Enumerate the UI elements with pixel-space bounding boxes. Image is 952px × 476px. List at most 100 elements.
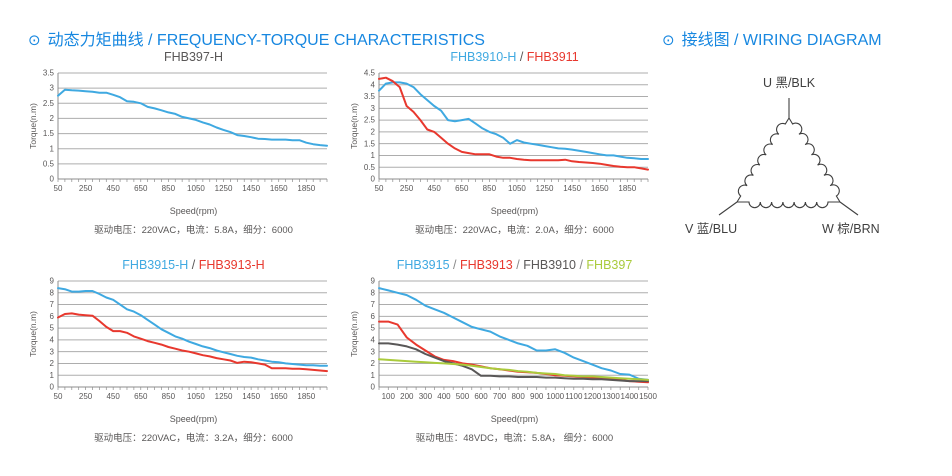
- svg-text:0.5: 0.5: [43, 159, 55, 168]
- wiring-diagram: U 黑/BLK V 蓝/BLU W 棕/BRN: [665, 68, 952, 263]
- terminal-u-label: U 黑/BLK: [762, 76, 816, 90]
- svg-text:8: 8: [50, 288, 55, 297]
- x-tick-labels: 50 250 450 650 850 1050 1250 1450 1650 1850: [54, 184, 316, 193]
- svg-text:2: 2: [50, 114, 55, 123]
- frequency-torque-section-header: ⊙ 动态力矩曲线 / FREQUENCY-TORQUE CHARACTERISTI…: [28, 26, 485, 50]
- svg-text:1450: 1450: [242, 184, 260, 193]
- drive-conditions: 驱动电压：220VAC，电流：3.2A，细分：6000: [94, 433, 293, 444]
- svg-text:1100: 1100: [565, 392, 583, 401]
- chart-fhb397-h: FHB397-H 0 0.5 1 1.5 2 2.5 3 3.5 50 250 450 650 850 1…: [28, 50, 333, 236]
- svg-text:0.5: 0.5: [364, 163, 376, 172]
- chart-title: FHB3910-H / FHB3911: [349, 50, 654, 67]
- drive-conditions: 驱动电压：48VDC，电流：5.8A， 细分：6000: [415, 433, 614, 444]
- svg-text:850: 850: [162, 184, 176, 193]
- svg-text:3.5: 3.5: [364, 92, 376, 101]
- terminal-w-label: W 棕/BRN: [822, 222, 880, 236]
- svg-text:650: 650: [134, 184, 148, 193]
- svg-text:6: 6: [50, 312, 55, 321]
- svg-text:0: 0: [50, 383, 55, 392]
- drive-conditions: 驱动电压：220VAC，电流：2.0A，细分：6000: [415, 225, 614, 236]
- svg-text:650: 650: [455, 184, 469, 193]
- drive-conditions: 驱动电压：220VAC，电流：5.8A，细分：6000: [94, 225, 293, 236]
- axes: [57, 281, 327, 388]
- terminal-v-label: V 蓝/BLU: [685, 222, 738, 236]
- svg-text:500: 500: [456, 392, 470, 401]
- svg-text:1: 1: [371, 371, 376, 380]
- svg-text:1250: 1250: [215, 392, 233, 401]
- svg-text:600: 600: [474, 392, 488, 401]
- svg-text:2.5: 2.5: [43, 99, 55, 108]
- svg-text:1050: 1050: [187, 184, 205, 193]
- svg-text:1450: 1450: [563, 184, 581, 193]
- section-bullet-icon: ⊙: [662, 32, 675, 49]
- chart-title-part: FHB3910-H: [450, 50, 517, 64]
- y-tick-labels: 0 1 2 3 4 5 6 7 8 9: [50, 277, 55, 392]
- svg-text:50: 50: [54, 184, 63, 193]
- x-tick-labels: 100 200 300 400 500 600 700 800 900 1000 1100 1200 1…: [382, 392, 658, 401]
- svg-text:2: 2: [371, 359, 376, 368]
- axes: [57, 73, 327, 180]
- series-line-FHB397: [378, 358, 649, 381]
- chart-title-part: FHB3913: [459, 258, 513, 272]
- svg-text:850: 850: [162, 392, 176, 401]
- delta-winding-drawing: [718, 98, 859, 216]
- x-axis-title: Speed(rpm): [169, 206, 218, 216]
- svg-text:50: 50: [375, 184, 384, 193]
- y-tick-labels: 0 1 2 3 4 5 6 7 8 9: [371, 277, 376, 392]
- svg-text:250: 250: [400, 184, 414, 193]
- x-axis-title: Speed(rpm): [490, 414, 539, 424]
- svg-text:1050: 1050: [187, 392, 205, 401]
- svg-text:1450: 1450: [242, 392, 260, 401]
- y-tick-labels: 0 0.5 1 1.5 2 2.5 3 3.5: [43, 69, 55, 184]
- winding-v-u: [736, 117, 790, 203]
- x-axis-title: Speed(rpm): [490, 206, 539, 216]
- svg-text:800: 800: [511, 392, 525, 401]
- svg-text:450: 450: [106, 392, 120, 401]
- svg-text:0: 0: [50, 175, 55, 184]
- svg-text:0: 0: [371, 383, 376, 392]
- series-lines: [378, 76, 649, 171]
- series-line-FHB3915: [378, 287, 649, 381]
- svg-text:250: 250: [79, 184, 93, 193]
- svg-text:1850: 1850: [618, 184, 636, 193]
- svg-text:400: 400: [437, 392, 451, 401]
- svg-text:5: 5: [50, 324, 55, 333]
- series-line-FHB397-H: [57, 88, 328, 147]
- svg-text:1300: 1300: [602, 392, 620, 401]
- svg-text:250: 250: [79, 392, 93, 401]
- chart-fhb3915-h-fhb3913-h: FHB3915-H / FHB3913-H 0 1 2 3 4 5 6 7 8 9 50 250 450…: [28, 258, 333, 444]
- x-tick-labels: 50 250 450 650 850 1050 1250 1450 1650 1850: [375, 184, 637, 193]
- chart-title: FHB3915-H / FHB3913-H: [28, 258, 333, 275]
- svg-text:3: 3: [371, 347, 376, 356]
- svg-text:7: 7: [371, 300, 376, 309]
- svg-text:4: 4: [371, 80, 376, 89]
- svg-text:3: 3: [50, 347, 55, 356]
- svg-text:1650: 1650: [591, 184, 609, 193]
- x-axis-title: Speed(rpm): [169, 414, 218, 424]
- svg-text:100: 100: [382, 392, 396, 401]
- lead-v: [718, 201, 738, 216]
- chart-title: FHB397-H: [28, 50, 333, 67]
- section-bullet-icon: ⊙: [28, 32, 41, 49]
- svg-text:1050: 1050: [508, 184, 526, 193]
- svg-text:300: 300: [419, 392, 433, 401]
- svg-text:1650: 1650: [270, 392, 288, 401]
- series-line-FHB3913-H: [57, 312, 328, 373]
- chart-title-part: FHB3913-H: [198, 258, 265, 272]
- svg-text:1850: 1850: [297, 392, 315, 401]
- svg-text:6: 6: [371, 312, 376, 321]
- x-tick-marks: [57, 179, 328, 182]
- y-axis-label: Torque(n.m): [28, 103, 38, 149]
- x-tick-marks: [378, 179, 649, 182]
- svg-text:1400: 1400: [621, 392, 639, 401]
- gridlines: [379, 72, 648, 168]
- series-lines: [378, 287, 649, 384]
- wiring-section-header: ⊙ 接线图 / WIRING DIAGRAM: [662, 26, 882, 50]
- svg-text:8: 8: [371, 288, 376, 297]
- gridlines: [58, 72, 327, 165]
- svg-text:200: 200: [400, 392, 414, 401]
- svg-text:3.5: 3.5: [43, 69, 55, 78]
- svg-text:2: 2: [50, 359, 55, 368]
- series-line-FHB3915-H: [57, 287, 328, 367]
